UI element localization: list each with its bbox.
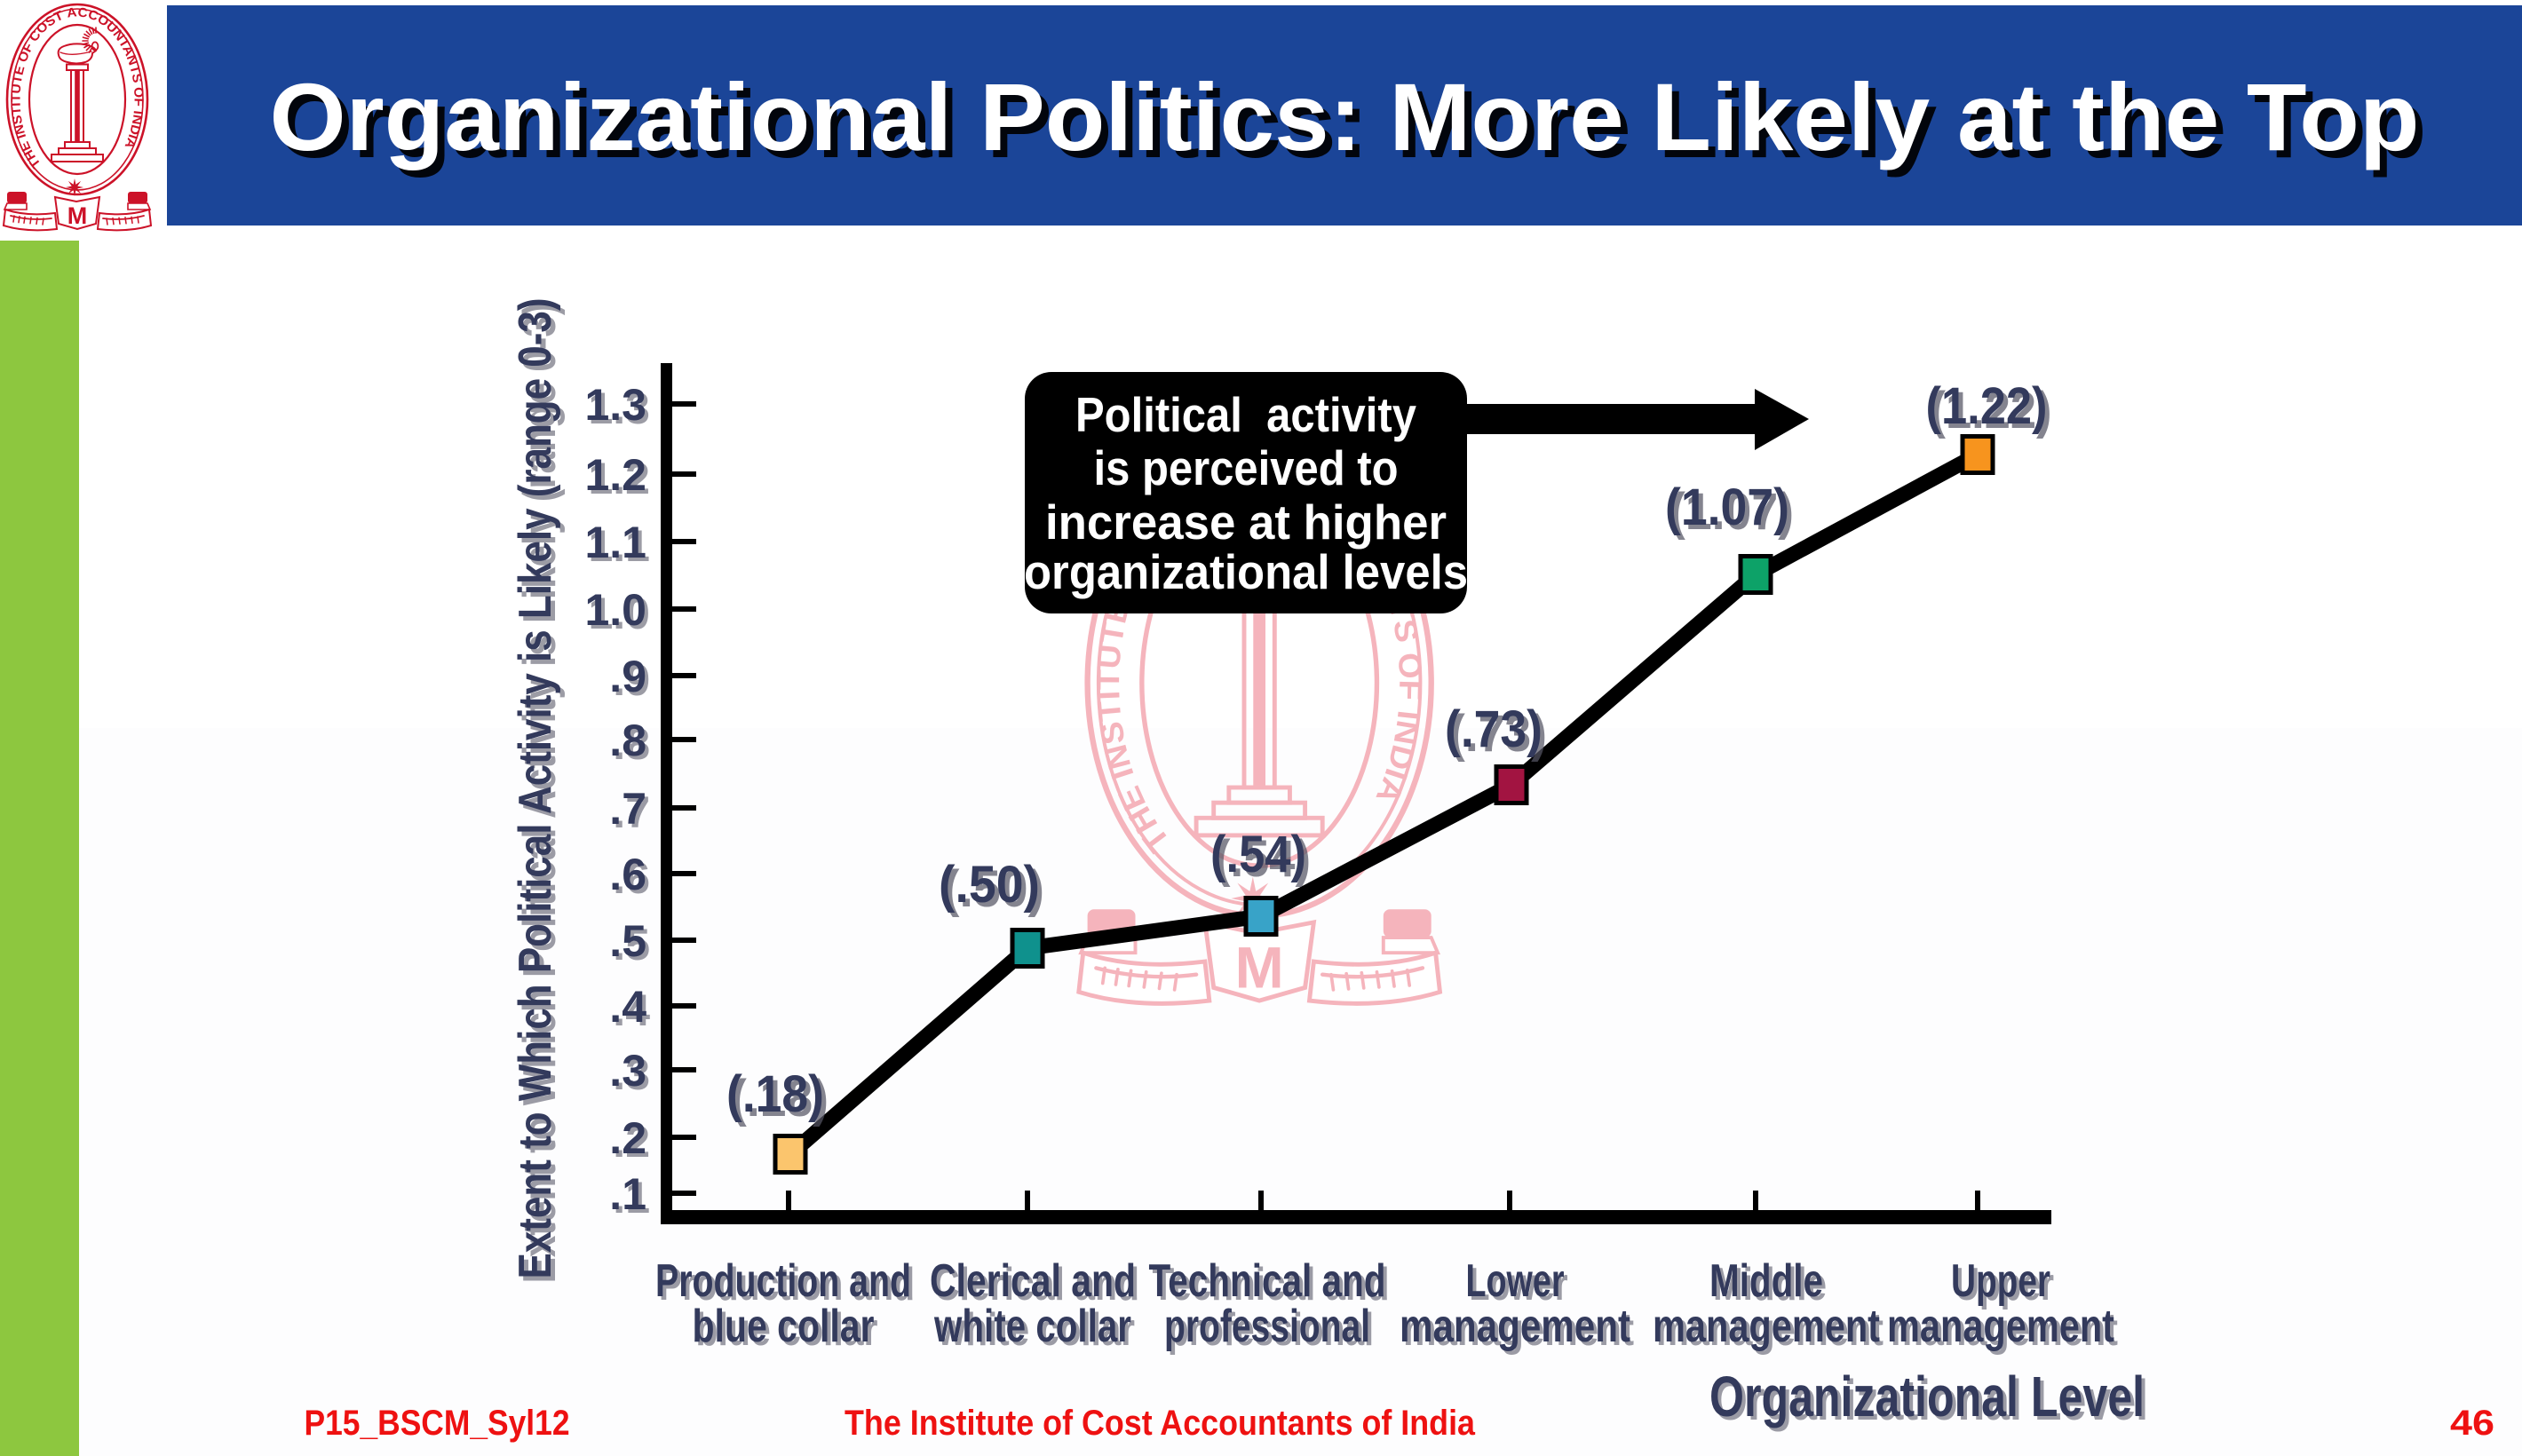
svg-text:(.54): (.54) <box>1210 826 1306 883</box>
svg-text:(1.22): (1.22) <box>1931 382 2052 439</box>
svg-text:.5: .5 <box>609 916 646 966</box>
svg-text:.2: .2 <box>609 1113 646 1163</box>
svg-text:organizational levels: organizational levels <box>1024 544 1468 599</box>
svg-text:.9: .9 <box>613 655 650 705</box>
svg-text:1.0: 1.0 <box>588 589 650 638</box>
svg-text:(.50): (.50) <box>939 856 1040 914</box>
svg-text:(.18): (.18) <box>726 1065 824 1123</box>
svg-text:(.54): (.54) <box>1215 830 1311 888</box>
svg-text:(.50): (.50) <box>943 860 1044 918</box>
svg-text:Technical and: Technical and <box>1153 1259 1390 1310</box>
svg-text:The Institute of Cost Accounta: The Institute of Cost Accountants of Ind… <box>845 1404 1476 1443</box>
svg-text:Organizational Level: Organizational Level <box>1713 1368 2148 1432</box>
svg-text:Organizational Politics: More: Organizational Politics: More Likely at … <box>270 63 2420 170</box>
svg-text:P15_BSCM_Syl12: P15_BSCM_Syl12 <box>305 1404 570 1443</box>
svg-text:professional: professional <box>1164 1301 1370 1352</box>
svg-text:.1: .1 <box>613 1173 650 1223</box>
svg-text:Organizational Level: Organizational Level <box>1709 1365 2145 1428</box>
svg-text:(.18): (.18) <box>731 1070 829 1128</box>
svg-text:1.2: 1.2 <box>588 454 650 503</box>
svg-text:46: 46 <box>2450 1404 2494 1443</box>
svg-text:Production and: Production and <box>655 1255 911 1307</box>
svg-text:management: management <box>1887 1301 2114 1352</box>
svg-text:Political activity: Political activity <box>1075 387 1416 442</box>
svg-text:1.3: 1.3 <box>588 384 650 433</box>
svg-text:1.2: 1.2 <box>584 450 646 500</box>
svg-text:Middle: Middle <box>1709 1255 1823 1307</box>
svg-text:.1: .1 <box>609 1169 646 1219</box>
svg-text:Upper: Upper <box>1951 1255 2050 1307</box>
svg-text:1.1: 1.1 <box>588 521 650 571</box>
svg-text:blue collar: blue collar <box>696 1304 878 1356</box>
svg-text:Lower: Lower <box>1466 1255 1565 1307</box>
svg-text:.2: .2 <box>613 1117 650 1167</box>
svg-text:(.73): (.73) <box>1449 705 1547 763</box>
svg-text:Clerical and: Clerical and <box>930 1255 1136 1307</box>
svg-text:Extent to Which Political Acti: Extent to Which Political Activity is Li… <box>514 303 566 1284</box>
svg-text:.8: .8 <box>609 716 646 765</box>
svg-text:(1.22): (1.22) <box>1926 377 2048 435</box>
svg-text:management: management <box>1656 1304 1884 1356</box>
svg-text:.4: .4 <box>609 982 646 1032</box>
svg-text:Middle: Middle <box>1713 1259 1827 1310</box>
svg-text:is perceived to: is perceived to <box>1094 440 1399 495</box>
svg-text:blue collar: blue collar <box>693 1301 875 1352</box>
svg-text:.9: .9 <box>609 652 646 701</box>
svg-text:.8: .8 <box>613 719 650 769</box>
svg-text:Technical and: Technical and <box>1149 1255 1386 1307</box>
svg-text:1.0: 1.0 <box>584 585 646 635</box>
svg-text:(1.07): (1.07) <box>1665 479 1789 536</box>
svg-text:.7: .7 <box>613 787 650 837</box>
svg-text:(.73): (.73) <box>1445 700 1543 758</box>
svg-text:management: management <box>1400 1301 1630 1352</box>
svg-text:1.1: 1.1 <box>584 518 646 567</box>
svg-text:.5: .5 <box>613 920 650 969</box>
svg-text:.6: .6 <box>609 850 646 899</box>
svg-text:management: management <box>1403 1304 1634 1356</box>
svg-text:white collar: white collar <box>937 1304 1135 1356</box>
svg-text:.3: .3 <box>609 1046 646 1096</box>
svg-text:management: management <box>1891 1304 2118 1356</box>
svg-text:Clerical and: Clerical and <box>933 1259 1139 1310</box>
svg-text:.6: .6 <box>613 853 650 903</box>
svg-text:Lower: Lower <box>1470 1259 1568 1310</box>
svg-text:Organizational Politics: More: Organizational Politics: More Likely at … <box>277 70 2427 178</box>
svg-text:1.3: 1.3 <box>584 380 646 430</box>
svg-text:increase at higher: increase at higher <box>1045 495 1447 550</box>
svg-text:management: management <box>1653 1301 1880 1352</box>
svg-text:Upper: Upper <box>1955 1259 2054 1310</box>
svg-text:.3: .3 <box>613 1049 650 1099</box>
svg-text:(1.07): (1.07) <box>1669 483 1794 541</box>
svg-text:.7: .7 <box>609 784 646 834</box>
svg-text:Production and: Production and <box>659 1259 915 1310</box>
svg-text:professional: professional <box>1168 1304 1374 1356</box>
svg-text:white collar: white collar <box>933 1301 1131 1352</box>
svg-text:.4: .4 <box>613 985 650 1035</box>
svg-text:Extent to Which Political Acti: Extent to Which Political Activity is Li… <box>510 298 561 1279</box>
